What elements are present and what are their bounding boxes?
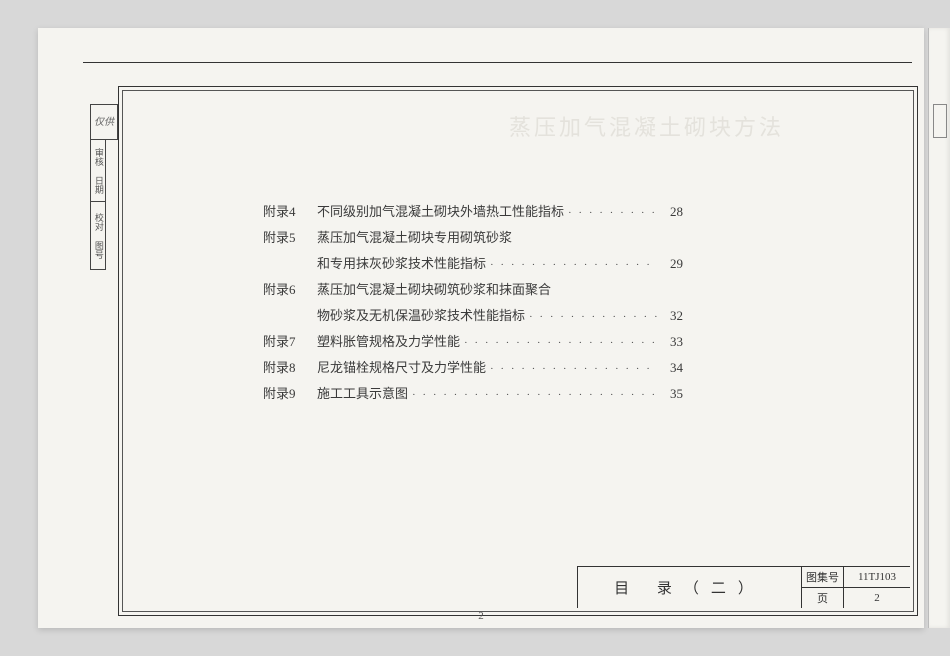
table-of-contents: 附录4不同级别加气混凝土砌块外墙热工性能指标28附录5蒸压加气混凝土砌块专用砌筑… <box>263 199 683 407</box>
toc-leader-dots <box>486 251 657 277</box>
title-block-title: 目 录（二） <box>578 567 802 608</box>
toc-entry-page: 29 <box>657 251 683 277</box>
scanned-page: 蒸压加气混凝土砌块方法 仅供 审核 日期 校对 图号 附录4不同级别加气混凝土砌… <box>38 28 924 628</box>
next-page-margin-box <box>933 104 947 138</box>
top-rule <box>83 62 912 63</box>
margin-seal: 仅供 <box>90 104 118 140</box>
toc-entry-label: 附录7 <box>263 329 317 355</box>
toc-entry-title: 不同级别加气混凝土砌块外墙热工性能指标 <box>317 199 564 225</box>
toc-entry-title: 蒸压加气混凝土砌块砌筑砂浆和抹面聚合 <box>317 277 551 303</box>
toc-entry-page: 32 <box>657 303 683 329</box>
page-label: 页 <box>802 588 844 608</box>
toc-entry-title: 物砂浆及无机保温砂浆技术性能指标 <box>317 303 525 329</box>
toc-entry-title: 和专用抹灰砂浆技术性能指标 <box>317 251 486 277</box>
title-block-meta: 图集号 11TJ103 页 2 <box>802 567 910 608</box>
drawing-frame: 附录4不同级别加气混凝土砌块外墙热工性能指标28附录5蒸压加气混凝土砌块专用砌筑… <box>118 86 918 616</box>
toc-entry: 附录物砂浆及无机保温砂浆技术性能指标32 <box>263 303 683 329</box>
toc-entry-label: 附录5 <box>263 225 317 251</box>
toc-entry: 附录5蒸压加气混凝土砌块专用砌筑砂浆 <box>263 225 683 251</box>
margin-box-2: 校对 图号 <box>90 202 106 270</box>
toc-entry-label: 附录8 <box>263 355 317 381</box>
page-value: 2 <box>844 588 910 608</box>
title-block: 目 录（二） 图集号 11TJ103 页 2 <box>577 566 910 608</box>
page-row: 页 2 <box>802 588 910 608</box>
atlas-value: 11TJ103 <box>844 567 910 587</box>
atlas-label: 图集号 <box>802 567 844 587</box>
margin-box-1: 审核 日期 <box>90 140 106 202</box>
next-page-edge <box>928 28 950 628</box>
toc-entry-title: 尼龙锚栓规格尺寸及力学性能 <box>317 355 486 381</box>
toc-entry-label: 附录6 <box>263 277 317 303</box>
atlas-row: 图集号 11TJ103 <box>802 567 910 588</box>
drawing-frame-inner: 附录4不同级别加气混凝土砌块外墙热工性能指标28附录5蒸压加气混凝土砌块专用砌筑… <box>122 90 914 612</box>
toc-entry-title: 蒸压加气混凝土砌块专用砌筑砂浆 <box>317 225 512 251</box>
toc-entry: 附录9施工工具示意图 35 <box>263 381 683 407</box>
toc-entry-title: 塑料胀管规格及力学性能 <box>317 329 460 355</box>
toc-leader-dots <box>564 199 657 225</box>
toc-leader-dots <box>525 303 657 329</box>
toc-entry-page: 34 <box>657 355 683 381</box>
toc-leader-dots <box>486 355 657 381</box>
toc-entry-page: 33 <box>657 329 683 355</box>
toc-entry: 附录8尼龙锚栓规格尺寸及力学性能 34 <box>263 355 683 381</box>
toc-leader-dots <box>408 381 657 407</box>
toc-entry: 附录和专用抹灰砂浆技术性能指标29 <box>263 251 683 277</box>
toc-entry: 附录4不同级别加气混凝土砌块外墙热工性能指标 28 <box>263 199 683 225</box>
left-margin-stamps: 仅供 审核 日期 校对 图号 <box>90 104 118 270</box>
toc-entry: 附录7塑料胀管规格及力学性能 33 <box>263 329 683 355</box>
toc-leader-dots <box>460 329 657 355</box>
toc-entry-label: 附录4 <box>263 199 317 225</box>
toc-entry-page: 28 <box>657 199 683 225</box>
toc-entry-page: 35 <box>657 381 683 407</box>
toc-entry-label: 附录9 <box>263 381 317 407</box>
printed-page-number: 2 <box>478 610 484 622</box>
toc-entry: 附录6蒸压加气混凝土砌块砌筑砂浆和抹面聚合 <box>263 277 683 303</box>
toc-entry-title: 施工工具示意图 <box>317 381 408 407</box>
